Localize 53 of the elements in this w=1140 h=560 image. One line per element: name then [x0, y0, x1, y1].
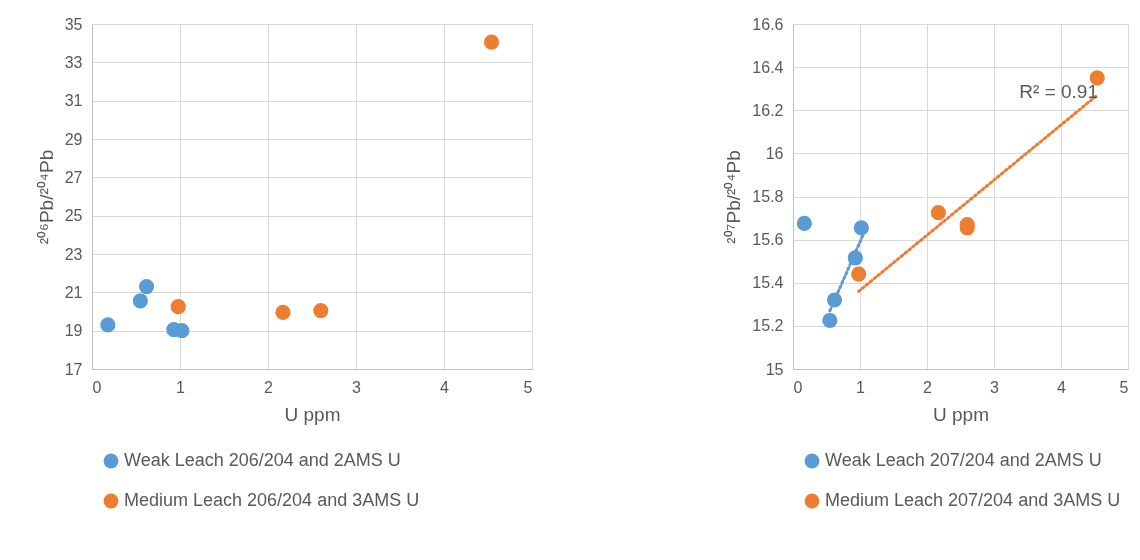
point	[930, 205, 946, 221]
point	[100, 317, 116, 333]
point	[851, 266, 867, 282]
y-tick-label: 15.4	[752, 274, 784, 292]
x-tick-label: 3	[352, 378, 362, 396]
y-axis-title: ²⁰⁷Pb/²⁰⁴Pb	[723, 150, 745, 244]
x-tick-label: 4	[1057, 378, 1067, 396]
y-tick-label: 21	[64, 283, 83, 301]
x-tick-label: 5	[1119, 378, 1129, 396]
point	[138, 279, 155, 295]
y-tick-label: 31	[64, 92, 83, 110]
point	[796, 215, 812, 232]
point	[853, 220, 869, 236]
y-tick-label: 16	[765, 144, 784, 162]
x-axis-title: U ppm	[933, 403, 989, 425]
y-tick-label: 15	[765, 360, 784, 378]
x-tick-label: 2	[264, 378, 274, 396]
y-axis-title: ²⁰⁶Pb/²⁰⁴Pb	[35, 149, 57, 245]
x-tick-label: 5	[523, 378, 533, 396]
y-tick-label: 15.2	[752, 317, 784, 335]
point	[1089, 70, 1105, 86]
y-tick-label: 16.6	[752, 15, 784, 33]
legend-label: Weak Leach 207/204 and 2AMS U	[825, 450, 1102, 470]
y-tick-label: 15.8	[752, 188, 784, 205]
y-tick-label: 19	[64, 322, 83, 340]
y-tick-label: 27	[64, 168, 83, 186]
y-tick-label: 16.4	[752, 58, 784, 76]
y-tick-label: 35	[64, 15, 83, 33]
x-tick-label: 3	[990, 378, 1000, 396]
x-tick-label: 2	[923, 378, 933, 396]
point	[132, 293, 148, 309]
x-tick-label: 0	[793, 378, 803, 396]
x-tick-label: 0	[92, 378, 102, 396]
x-axis-title: U ppm	[284, 403, 341, 425]
y-tick-label: 33	[64, 53, 83, 71]
legend-label: Medium Leach 207/204 and 3AMS U	[825, 490, 1121, 510]
legend-label: Medium Leach 206/204 and 3AMS U	[124, 490, 420, 510]
y-tick-label: 16.2	[752, 101, 784, 119]
y-tick-label: 25	[64, 207, 83, 225]
y-tick-label: 17	[64, 360, 83, 378]
x-tick-label: 4	[440, 378, 450, 396]
point	[313, 302, 329, 319]
point	[822, 312, 838, 329]
y-tick-label: 29	[64, 130, 83, 148]
x-tick-label: 1	[176, 378, 186, 396]
point	[483, 34, 500, 50]
legend-label: Weak Leach 206/204 and 2AMS U	[124, 450, 401, 470]
y-tick-label: 23	[64, 245, 83, 263]
annotation: R² = 0.91	[1019, 81, 1098, 102]
x-tick-label: 1	[856, 378, 866, 396]
y-tick-label: 15.6	[752, 231, 784, 249]
point	[170, 299, 186, 315]
point	[275, 304, 291, 321]
